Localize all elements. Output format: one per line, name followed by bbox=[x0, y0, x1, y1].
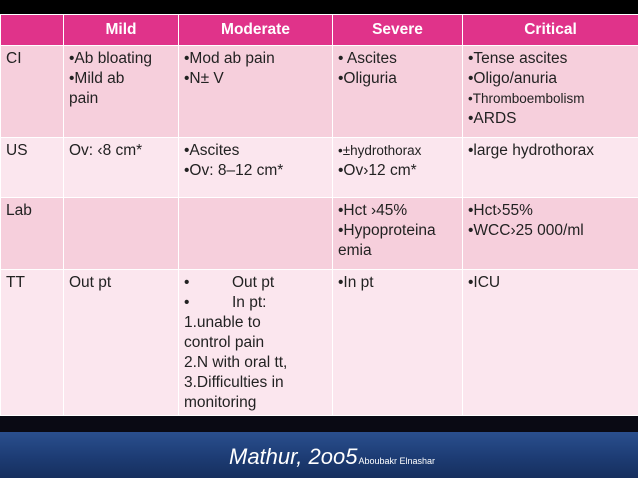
cell-line: •N± V bbox=[184, 70, 224, 87]
cell-line: Ov: ‹8 cm* bbox=[69, 142, 143, 159]
cell-line: •Hct›55% bbox=[468, 202, 533, 219]
cell-line: •Ov›12 cm* bbox=[338, 162, 417, 179]
cell-text: Out pt bbox=[232, 274, 275, 291]
cell-mild: Ov: ‹8 cm* bbox=[63, 137, 179, 198]
cell-line: Out pt bbox=[69, 274, 112, 291]
cell-line: • In pt: bbox=[184, 293, 328, 313]
cell-severe: •±hydrothorax •Ov›12 cm* bbox=[332, 137, 463, 198]
cell-line: •±hydrothorax bbox=[338, 143, 422, 158]
cell-critical: •ICU bbox=[462, 269, 638, 416]
cell-mild: Out pt bbox=[63, 269, 179, 416]
cell-line: •Hct ›45% bbox=[338, 202, 408, 219]
cell-severe: • Ascites •Oliguria bbox=[332, 45, 463, 138]
cell-line: 1.unable to bbox=[184, 314, 261, 331]
cell-line: •Oligo/anuria bbox=[468, 70, 558, 87]
cell-line: •Mod ab pain bbox=[184, 50, 275, 67]
cell-line: •Tense ascites bbox=[468, 50, 568, 67]
row-label: Lab bbox=[0, 197, 64, 270]
cell-moderate: •Ascites •Ov: 8–12 cm* bbox=[178, 137, 333, 198]
cell-line: •ICU bbox=[468, 274, 501, 291]
cell-critical: •Hct›55% •WCC›25 000/ml bbox=[462, 197, 638, 270]
top-strip bbox=[0, 0, 638, 14]
table-row-ci: CI •Ab bloating •Mild ab pain •Mod ab pa… bbox=[0, 45, 638, 138]
row-label: TT bbox=[0, 269, 64, 416]
cell-line: •Ascites bbox=[184, 142, 240, 159]
header-cell-severe: Severe bbox=[332, 14, 463, 46]
row-label: US bbox=[0, 137, 64, 198]
cell-critical: •Tense ascites •Oligo/anuria •Thromboemb… bbox=[462, 45, 638, 138]
table-row-lab: Lab •Hct ›45% •Hypoproteina emia •Hct›55… bbox=[0, 197, 638, 270]
cell-line: •Thromboembolism bbox=[468, 91, 585, 106]
cell-line: •Hypoproteina bbox=[338, 222, 436, 239]
table-header-row: Mild Moderate Severe Critical bbox=[0, 14, 638, 46]
cell-line: 2.N with oral tt, bbox=[184, 354, 288, 371]
cell-moderate: • Out pt • In pt: 1.unable to control pain… bbox=[178, 269, 333, 416]
cell-critical: •large hydrothorax bbox=[462, 137, 638, 198]
cell-moderate: •Mod ab pain •N± V bbox=[178, 45, 333, 138]
ohss-classification-table: Mild Moderate Severe Critical CI •Ab blo… bbox=[0, 14, 638, 416]
cell-moderate bbox=[178, 197, 333, 270]
cell-line: •In pt bbox=[338, 274, 374, 291]
cell-line: •Ov: 8–12 cm* bbox=[184, 162, 284, 179]
cell-line: •WCC›25 000/ml bbox=[468, 222, 584, 239]
cell-line: control pain bbox=[184, 334, 265, 351]
footer-bar bbox=[0, 432, 638, 478]
header-cell-moderate: Moderate bbox=[178, 14, 333, 46]
cell-line: •Oliguria bbox=[338, 70, 397, 87]
citation: Mathur, 2oo5Aboubakr Elnashar bbox=[229, 444, 435, 474]
header-cell-critical: Critical bbox=[462, 14, 638, 46]
cell-mild bbox=[63, 197, 179, 270]
cell-severe: •Hct ›45% •Hypoproteina emia bbox=[332, 197, 463, 270]
cell-text: In pt: bbox=[232, 294, 267, 311]
cell-mild: •Ab bloating •Mild ab pain bbox=[63, 45, 179, 138]
cell-line: • Ascites bbox=[338, 50, 397, 67]
header-cell-corner bbox=[0, 14, 64, 46]
author-name: Aboubakr Elnashar bbox=[358, 456, 435, 466]
header-cell-mild: Mild bbox=[63, 14, 179, 46]
cell-line: monitoring bbox=[184, 394, 257, 411]
bullet-mark: • bbox=[184, 274, 190, 291]
cell-line: •ARDS bbox=[468, 110, 517, 127]
cell-line: pain bbox=[69, 90, 99, 107]
cell-line: •Mild ab bbox=[69, 70, 125, 87]
cell-line: •large hydrothorax bbox=[468, 142, 595, 159]
cell-line: • Out pt bbox=[184, 273, 328, 293]
table-row-us: US Ov: ‹8 cm* •Ascites •Ov: 8–12 cm* •±h… bbox=[0, 137, 638, 198]
table-row-tt: TT Out pt • Out pt • In pt: 1.unable to co… bbox=[0, 269, 638, 416]
citation-text: Mathur, 2oo5 bbox=[229, 444, 358, 469]
cell-severe: •In pt bbox=[332, 269, 463, 416]
cell-line: 3.Difficulties in bbox=[184, 374, 284, 391]
cell-line: emia bbox=[338, 242, 372, 259]
cell-line: •Ab bloating bbox=[69, 50, 152, 67]
row-label: CI bbox=[0, 45, 64, 138]
bullet-mark: • bbox=[184, 294, 190, 311]
